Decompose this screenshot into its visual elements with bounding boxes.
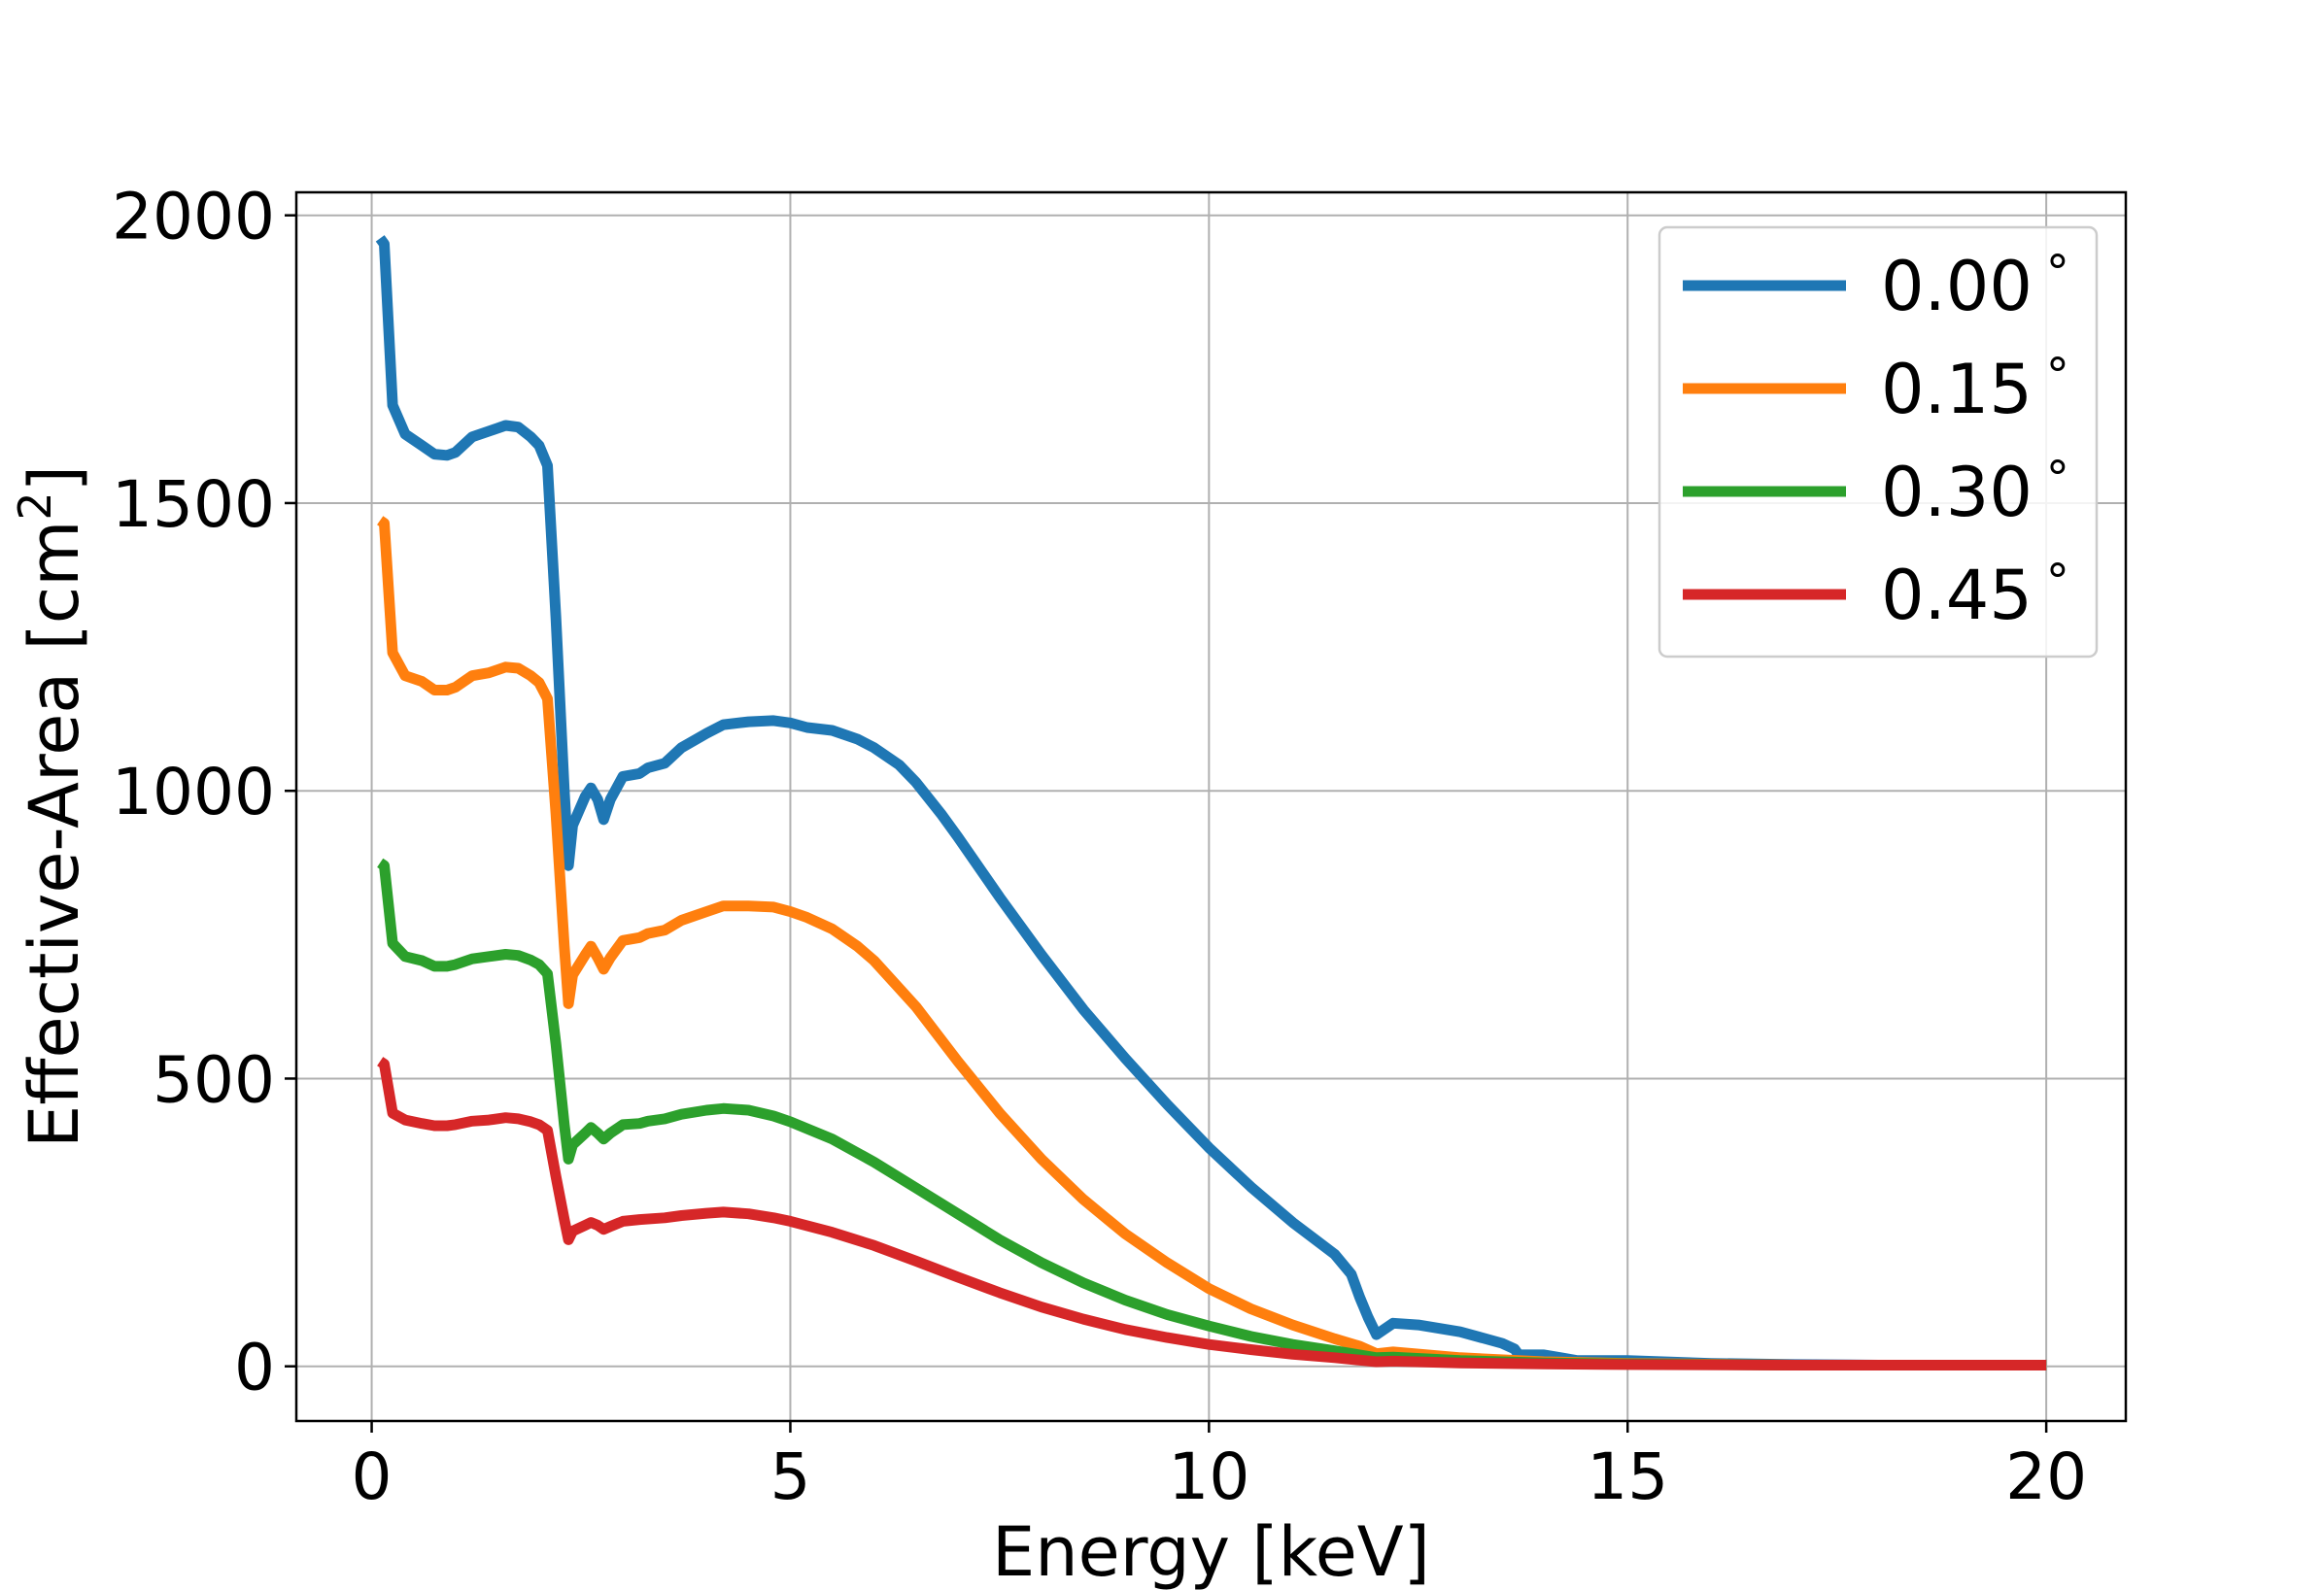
legend-value: 0.15 [1881, 350, 2033, 429]
x-tick-label: 10 [1168, 1439, 1249, 1514]
plot-frame [294, 190, 2128, 1423]
legend-box [1658, 225, 2099, 659]
y-axis-label-superscript: 2 [9, 491, 61, 520]
series-line-0-30 [377, 858, 2047, 1370]
y-tick-label: 2000 [112, 180, 275, 254]
legend-label-0-30: 0.30 ° [1881, 452, 2069, 532]
legend-degree-symbol: ° [2046, 349, 2069, 403]
legend: 0.00 °0.15 °0.30 °0.45 ° [1658, 225, 2099, 659]
legend-value: 0.30 [1881, 453, 2033, 532]
y-axis-label: Effective-Area [cm2] [9, 465, 94, 1148]
y-tick-label: 1500 [112, 467, 275, 542]
legend-label-0-00: 0.00 ° [1881, 246, 2069, 326]
y-axis-label-close: ] [15, 465, 94, 491]
series-line-0-45 [377, 1057, 2047, 1370]
plot-lines [375, 235, 2047, 1370]
legend-value: 0.00 [1881, 247, 2033, 326]
x-tick-label: 0 [352, 1439, 393, 1514]
grid [296, 192, 2126, 1421]
y-tick-label: 1000 [112, 755, 275, 829]
series-line-0-00 [375, 235, 2047, 1370]
x-tick-label: 20 [2005, 1439, 2087, 1514]
legend-degree-symbol: ° [2046, 555, 2069, 609]
x-tick-label: 5 [769, 1439, 810, 1514]
axis-ticks: 0 5 10 15 20 0 500 1000 1500 2000 [112, 180, 2087, 1514]
legend-label-0-15: 0.15 ° [1881, 349, 2069, 429]
y-tick-label: 500 [153, 1042, 275, 1117]
y-tick-label: 0 [234, 1331, 275, 1405]
legend-degree-symbol: ° [2046, 452, 2069, 506]
y-axis-label-text: Effective-Area [cm [15, 521, 94, 1148]
x-axis-label: Energy [keV] [992, 1512, 1430, 1590]
x-tick-label: 15 [1587, 1439, 1668, 1514]
series-line-0-15 [377, 516, 2047, 1370]
legend-label-0-45: 0.45 ° [1881, 555, 2069, 635]
legend-degree-symbol: ° [2046, 246, 2069, 300]
legend-value: 0.45 [1881, 556, 2033, 635]
